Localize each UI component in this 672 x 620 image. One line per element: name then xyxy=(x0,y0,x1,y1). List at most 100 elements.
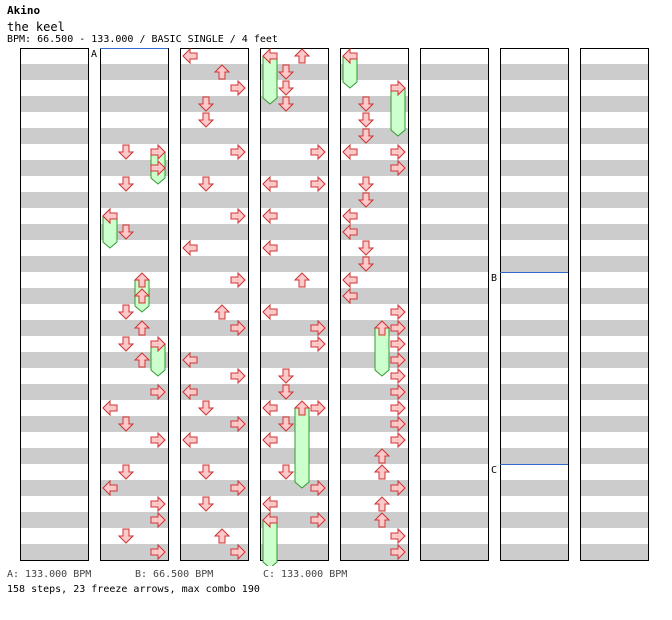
beat-stripe xyxy=(20,288,88,304)
beat-stripe xyxy=(100,384,168,400)
step-arrow xyxy=(230,415,246,433)
beat-stripe xyxy=(20,256,88,272)
column-frame xyxy=(420,48,489,561)
step-arrow xyxy=(197,176,215,192)
beat-stripe xyxy=(180,128,248,144)
step-arrow xyxy=(277,96,295,112)
chart-column xyxy=(500,48,569,561)
beat-stripe xyxy=(420,128,488,144)
step-arrow xyxy=(133,352,151,368)
beat-stripe xyxy=(500,224,568,240)
step-arrow xyxy=(390,527,406,545)
step-arrow xyxy=(390,159,406,177)
beat-stripe xyxy=(500,416,568,432)
beat-stripe xyxy=(260,288,328,304)
step-arrow xyxy=(230,271,246,289)
bpm-change-label: B xyxy=(491,273,497,284)
beat-stripe xyxy=(580,448,648,464)
beat-stripe xyxy=(20,512,88,528)
beat-stripe xyxy=(340,192,408,208)
beat-stripe xyxy=(340,128,408,144)
step-arrow xyxy=(230,367,246,385)
step-arrow xyxy=(150,383,166,401)
beat-stripe xyxy=(20,480,88,496)
beat-stripe xyxy=(180,192,248,208)
beat-stripe xyxy=(500,160,568,176)
step-arrow xyxy=(277,384,295,400)
column-frame xyxy=(340,48,409,561)
beat-stripe xyxy=(340,384,408,400)
beat-stripe xyxy=(580,192,648,208)
step-arrow xyxy=(373,448,391,464)
beat-stripe xyxy=(580,384,648,400)
bpm-legend-a: A: 133.000 BPM xyxy=(7,569,92,580)
beat-stripe xyxy=(100,256,168,272)
beat-stripe xyxy=(500,512,568,528)
beat-stripe xyxy=(500,64,568,80)
chart-column xyxy=(20,48,89,561)
freeze-arrow-head xyxy=(133,272,151,288)
step-arrow xyxy=(357,192,375,208)
beat-stripe xyxy=(340,512,408,528)
beat-stripe xyxy=(180,480,248,496)
beat-stripe xyxy=(420,288,488,304)
step-arrow xyxy=(262,495,278,513)
step-arrow xyxy=(390,143,406,161)
step-arrow xyxy=(390,303,406,321)
beat-stripe xyxy=(180,160,248,176)
beat-stripe xyxy=(420,480,488,496)
step-arrow xyxy=(182,351,198,369)
bpm-legend-b: B: 66.500 BPM xyxy=(135,569,214,580)
beat-stripe xyxy=(580,224,648,240)
step-arrow xyxy=(390,479,406,497)
beat-stripe xyxy=(420,320,488,336)
step-arrow xyxy=(182,431,198,449)
step-arrow xyxy=(373,496,391,512)
beat-stripe xyxy=(340,480,408,496)
step-arrow xyxy=(277,416,295,432)
column-frame xyxy=(500,48,569,561)
beat-stripe xyxy=(180,416,248,432)
bpm-legend-c: C: 133.000 BPM xyxy=(263,569,348,580)
step-arrow xyxy=(230,143,246,161)
beat-stripe xyxy=(420,544,488,560)
beat-stripe xyxy=(500,192,568,208)
step-arrow xyxy=(102,399,118,417)
beat-stripe xyxy=(100,128,168,144)
step-arrow xyxy=(150,495,166,513)
step-arrow xyxy=(342,207,358,225)
beat-stripe xyxy=(580,416,648,432)
step-arrow xyxy=(262,239,278,257)
beat-stripe xyxy=(260,320,328,336)
step-arrow xyxy=(182,47,198,65)
beat-stripe xyxy=(500,320,568,336)
beat-stripe xyxy=(180,352,248,368)
step-arrow xyxy=(150,511,166,529)
beat-stripe xyxy=(420,160,488,176)
column-frame xyxy=(20,48,89,561)
beat-stripe xyxy=(340,160,408,176)
step-arrow xyxy=(133,288,151,304)
beat-stripe xyxy=(180,224,248,240)
beat-stripe xyxy=(100,64,168,80)
beat-stripe xyxy=(420,416,488,432)
step-arrow xyxy=(182,383,198,401)
freeze-arrow-head xyxy=(150,143,166,161)
step-arrow xyxy=(150,159,166,177)
beat-stripe xyxy=(420,96,488,112)
beat-stripe xyxy=(420,352,488,368)
beat-stripe xyxy=(340,352,408,368)
beat-stripe xyxy=(100,512,168,528)
beat-stripe xyxy=(100,416,168,432)
step-arrow xyxy=(197,464,215,480)
step-arrow xyxy=(277,368,295,384)
step-arrow xyxy=(262,207,278,225)
beat-stripe xyxy=(580,288,648,304)
beat-stripe xyxy=(100,480,168,496)
step-arrow xyxy=(197,400,215,416)
chart-column xyxy=(340,48,409,561)
step-arrow xyxy=(117,144,135,160)
beat-stripe xyxy=(340,544,408,560)
beat-stripe xyxy=(340,224,408,240)
step-arrow xyxy=(182,239,198,257)
